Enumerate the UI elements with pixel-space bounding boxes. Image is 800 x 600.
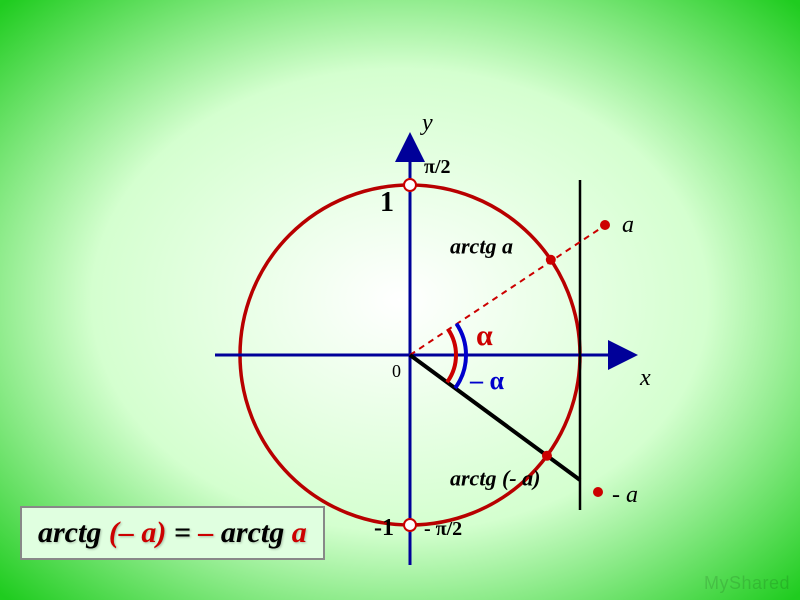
label-x: x bbox=[639, 365, 651, 391]
watermark: MyShared bbox=[704, 573, 790, 594]
label-alpha: α bbox=[476, 319, 493, 352]
formula-lhs-fn: arctg bbox=[38, 516, 109, 549]
label-neg-alpha: – α bbox=[469, 366, 505, 395]
label-pi2-bot: - π/2 bbox=[424, 518, 462, 540]
point-arctg-a bbox=[546, 255, 556, 265]
neg-alpha-arc-1 bbox=[447, 355, 456, 382]
label-zero: 0 bbox=[392, 361, 401, 381]
label-a: a bbox=[622, 212, 634, 238]
alpha-arc-2 bbox=[456, 324, 466, 355]
formula-eq: = bbox=[166, 516, 198, 549]
label-neg-a: - a bbox=[612, 482, 638, 508]
label-one: 1 bbox=[380, 187, 394, 218]
label-arctg-neg-a: arctg (- a) bbox=[450, 466, 540, 491]
unit-circle-diagram: y x 0 1 -1 π/2 - π/2 arctg a arctg (- a) a - a α – α bbox=[180, 100, 740, 570]
formula-rhs-a: а bbox=[292, 516, 307, 549]
endpoint-open-bottom bbox=[404, 519, 416, 531]
formula-lhs-arg: (– а) bbox=[109, 516, 166, 549]
label-neg-one: -1 bbox=[374, 515, 394, 541]
formula-rhs-sign: – bbox=[198, 516, 221, 549]
label-arctg-a: arctg a bbox=[450, 234, 513, 259]
point-neg-a bbox=[593, 487, 603, 497]
point-a bbox=[600, 220, 610, 230]
point-arctg-neg-a bbox=[542, 451, 552, 461]
formula-box: arctg (– а) = – arctg а bbox=[20, 506, 325, 560]
endpoint-open-top bbox=[404, 179, 416, 191]
label-y: y bbox=[420, 110, 433, 136]
alpha-arc-1 bbox=[448, 329, 456, 355]
label-pi2-top: π/2 bbox=[424, 156, 451, 178]
formula-rhs-fn: arctg bbox=[221, 516, 292, 549]
